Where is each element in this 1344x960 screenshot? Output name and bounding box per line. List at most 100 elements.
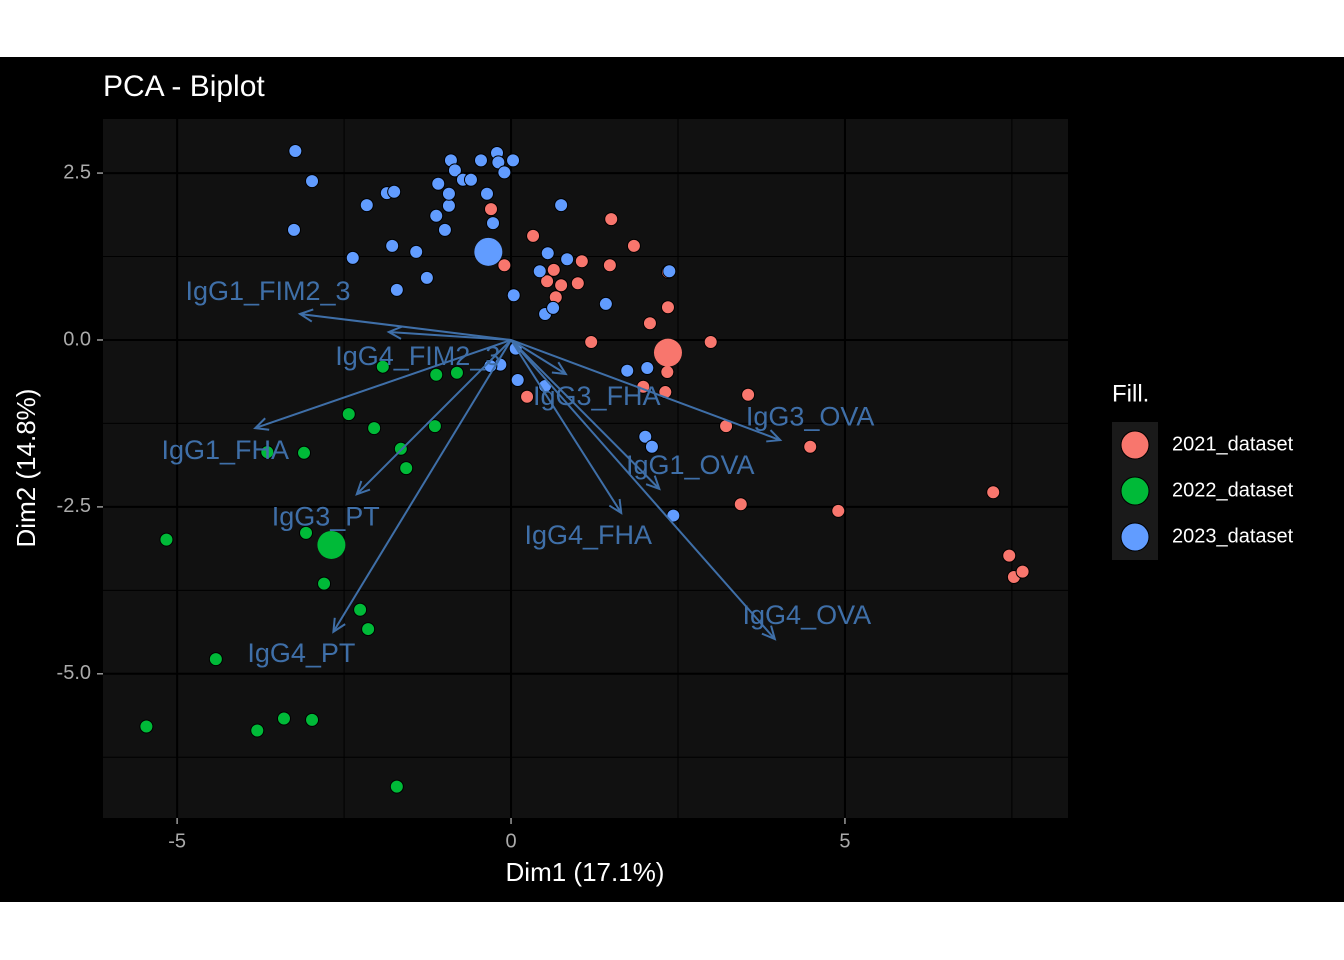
data-point — [532, 264, 547, 279]
loading-arrow — [297, 308, 512, 341]
data-point — [703, 334, 718, 349]
data-point — [260, 445, 275, 460]
data-point — [297, 445, 312, 460]
data-point — [431, 176, 446, 191]
data-point — [602, 258, 617, 273]
loading-arrow — [510, 339, 568, 376]
data-point — [540, 274, 555, 289]
data-point — [570, 276, 585, 291]
data-point — [139, 719, 154, 734]
data-point — [341, 407, 356, 422]
group-centroid — [317, 530, 346, 559]
chart-title: PCA - Biplot — [103, 70, 265, 103]
data-point — [463, 172, 478, 187]
loading-label: IgG4_OVA — [743, 600, 872, 630]
data-point — [447, 163, 462, 178]
loading-label: IgG3_PT — [272, 501, 380, 531]
arrow-head — [253, 417, 270, 431]
data-point — [554, 198, 569, 213]
data-point — [497, 165, 512, 180]
data-point — [506, 288, 521, 303]
data-point — [831, 503, 846, 518]
data-point — [1015, 564, 1030, 579]
loading-arrow — [510, 339, 777, 641]
arrow-shaft — [510, 339, 567, 375]
arrow-shaft — [510, 339, 661, 490]
data-point — [546, 300, 561, 315]
data-point — [441, 198, 456, 213]
data-point — [375, 359, 390, 374]
arrow-head — [355, 480, 371, 496]
data-point — [473, 153, 488, 168]
y-tick-label: -2.5 — [57, 495, 91, 517]
data-point — [526, 228, 541, 243]
data-point — [385, 238, 400, 253]
data-point — [486, 216, 501, 231]
group-centroid — [474, 237, 503, 266]
arrow-head — [297, 308, 314, 323]
data-point — [510, 373, 525, 388]
data-point — [250, 723, 265, 738]
data-point — [1002, 548, 1017, 563]
arrow-shaft — [510, 339, 781, 442]
legend-swatch — [1120, 430, 1150, 460]
data-point — [359, 198, 374, 213]
data-point — [345, 250, 360, 265]
data-point — [389, 282, 404, 297]
arrow-shaft — [332, 339, 512, 633]
data-point — [317, 576, 332, 591]
loading-arrow — [510, 339, 783, 443]
arrow-shaft — [388, 330, 512, 341]
data-point — [299, 525, 314, 540]
data-point — [449, 365, 464, 380]
data-point — [305, 174, 320, 189]
data-point — [429, 367, 444, 382]
panel-background — [103, 119, 1068, 818]
data-point — [389, 779, 404, 794]
data-point — [286, 222, 301, 237]
data-point — [540, 246, 555, 261]
data-point — [520, 389, 535, 404]
data-point — [276, 711, 291, 726]
data-point — [638, 429, 653, 444]
data-point — [574, 254, 589, 269]
data-point — [741, 387, 756, 402]
arrow-shaft — [254, 339, 512, 430]
loading-arrow — [253, 339, 512, 431]
legend-swatch — [1120, 476, 1150, 506]
data-point — [584, 334, 599, 349]
data-point — [986, 485, 1001, 500]
data-point — [159, 532, 174, 547]
data-point — [387, 184, 402, 199]
loading-label: IgG4_FIM2_3 — [335, 341, 500, 371]
loading-label: IgG1_FHA — [161, 435, 289, 465]
data-point — [419, 270, 434, 285]
loading-label: IgG3_OVA — [746, 401, 875, 431]
data-point — [660, 365, 675, 380]
data-point — [662, 264, 677, 279]
arrow-head — [608, 498, 623, 515]
loading-arrow — [510, 339, 623, 515]
x-tick-label: -5 — [168, 830, 186, 852]
data-point — [660, 300, 675, 315]
data-point — [353, 602, 368, 617]
group-centroid — [653, 338, 682, 367]
loading-label: IgG4_FHA — [524, 520, 652, 550]
legend-title: Fill. — [1112, 380, 1149, 407]
data-point — [506, 153, 521, 168]
arrow-shaft — [356, 339, 512, 495]
data-point — [733, 497, 748, 512]
data-point — [208, 652, 223, 667]
data-point — [441, 186, 456, 201]
loading-arrow — [510, 339, 661, 491]
arrow-shaft — [299, 312, 512, 341]
y-tick-label: -5.0 — [57, 662, 91, 684]
arrow-head — [766, 429, 783, 443]
data-point — [604, 212, 619, 227]
data-point — [479, 186, 494, 201]
data-point — [288, 144, 303, 159]
data-point — [560, 252, 575, 267]
data-point — [427, 419, 442, 434]
legend-label: 2023_dataset — [1172, 525, 1294, 547]
x-tick-label: 0 — [505, 830, 516, 852]
